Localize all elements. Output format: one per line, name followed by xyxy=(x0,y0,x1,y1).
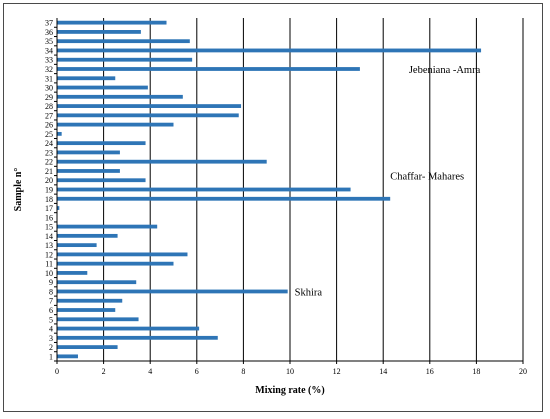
y-tick-label-25: 25 xyxy=(45,130,53,139)
bar-sample-32 xyxy=(57,67,360,71)
bar-sample-27 xyxy=(57,113,239,118)
x-tick-labels: 0 2 4 6 8 10 12 14 16 18 20 xyxy=(55,367,527,376)
y-tick-label-28: 28 xyxy=(45,102,53,111)
x-tick-label-16: 16 xyxy=(426,367,434,376)
x-tick-label-10: 10 xyxy=(286,367,294,376)
annotation-jebeniana-amra: Jebeniana -Amra xyxy=(409,65,481,76)
y-tick-label-13: 13 xyxy=(45,241,53,250)
bar-sample-18 xyxy=(57,196,391,201)
bar-sample-24 xyxy=(57,141,146,146)
y-tick-label-18: 18 xyxy=(45,195,53,204)
y-tick-label-29: 29 xyxy=(45,93,53,102)
bar-sample-23 xyxy=(57,150,120,155)
bar-sample-11 xyxy=(57,261,174,266)
bar-sample-28 xyxy=(57,104,242,108)
x-tick-label-12: 12 xyxy=(333,367,341,376)
y-tick-label-16: 16 xyxy=(45,213,53,222)
y-tick-label-27: 27 xyxy=(45,111,53,120)
y-tick-label-12: 12 xyxy=(45,250,53,259)
y-tick-label-7: 7 xyxy=(49,297,53,306)
x-tick-label-4: 4 xyxy=(148,367,152,376)
x-axis-title: Mixing rate (%) xyxy=(255,385,324,396)
y-tick-label-6: 6 xyxy=(49,306,53,315)
bar-sample-4 xyxy=(57,326,200,331)
y-tick-label-30: 30 xyxy=(45,84,53,93)
bar-sample-19 xyxy=(57,187,351,192)
bar-sample-6 xyxy=(57,308,116,312)
x-tick-label-0: 0 xyxy=(55,367,59,376)
y-tick-label-31: 31 xyxy=(45,74,53,83)
bar-sample-33 xyxy=(57,57,193,62)
y-tick-label-3: 3 xyxy=(49,334,53,343)
bar-sample-30 xyxy=(57,85,148,90)
bars xyxy=(57,20,482,359)
y-axis-title: Sample n° xyxy=(13,168,24,212)
y-tick-label-20: 20 xyxy=(45,176,53,185)
bar-sample-3 xyxy=(57,335,218,340)
bar-sample-10 xyxy=(57,271,88,275)
bar-sample-14 xyxy=(57,233,118,238)
x-tick-label-2: 2 xyxy=(102,367,106,376)
bar-sample-37 xyxy=(57,20,167,25)
bar-sample-1 xyxy=(57,354,78,359)
annotation-chaffar-mahares: Chaffar- Mahares xyxy=(390,172,464,183)
y-tick-label-21: 21 xyxy=(45,167,53,176)
chart-frame xyxy=(3,3,543,412)
y-tick-label-17: 17 xyxy=(45,204,53,213)
y-tick-label-4: 4 xyxy=(49,325,53,334)
y-tick-label-11: 11 xyxy=(45,260,53,269)
x-tick-label-6: 6 xyxy=(195,367,199,376)
bar-sample-29 xyxy=(57,94,183,99)
bar-sample-8 xyxy=(57,289,288,294)
bar-sample-21 xyxy=(57,169,120,173)
y-tick-label-33: 33 xyxy=(45,56,53,65)
bar-sample-26 xyxy=(57,122,174,127)
y-tick-label-22: 22 xyxy=(45,158,53,167)
bar-sample-12 xyxy=(57,252,188,257)
y-tick-label-24: 24 xyxy=(45,139,53,148)
bar-sample-9 xyxy=(57,280,137,285)
bar-sample-36 xyxy=(57,30,141,34)
bar-sample-7 xyxy=(57,298,123,303)
bar-sample-15 xyxy=(57,224,158,229)
bar-sample-25 xyxy=(57,131,62,136)
gridlines xyxy=(103,18,524,361)
y-tick-label-35: 35 xyxy=(45,37,53,46)
y-tick-label-32: 32 xyxy=(45,65,53,74)
y-tick-label-36: 36 xyxy=(45,28,53,37)
bar-sample-17 xyxy=(57,206,60,210)
axes xyxy=(54,18,524,364)
bar-sample-34 xyxy=(57,48,482,53)
y-tick-label-15: 15 xyxy=(45,223,53,232)
y-tick-label-34: 34 xyxy=(45,46,53,55)
bar-sample-5 xyxy=(57,317,139,322)
x-tick-label-18: 18 xyxy=(472,367,480,376)
x-tick-label-20: 20 xyxy=(519,367,527,376)
x-tick-label-14: 14 xyxy=(379,367,387,376)
y-tick-label-14: 14 xyxy=(45,232,53,241)
y-tick-label-5: 5 xyxy=(49,315,53,324)
annotation-skhira: Skhira xyxy=(295,287,323,298)
y-tick-label-10: 10 xyxy=(45,269,53,278)
y-tick-label-1: 1 xyxy=(49,352,53,361)
y-tick-label-26: 26 xyxy=(45,121,53,130)
y-tick-label-19: 19 xyxy=(45,186,53,195)
y-tick-label-8: 8 xyxy=(49,287,53,296)
bar-sample-2 xyxy=(57,345,118,349)
bar-sample-13 xyxy=(57,243,97,248)
y-tick-label-23: 23 xyxy=(45,148,53,157)
y-tick-label-9: 9 xyxy=(49,278,53,287)
y-tick-label-2: 2 xyxy=(49,343,53,352)
bar-sample-35 xyxy=(57,39,190,44)
x-tick-label-8: 8 xyxy=(241,367,245,376)
bar-sample-20 xyxy=(57,178,146,183)
y-tick-labels: 1234567891011121314151617181920212223242… xyxy=(45,19,53,362)
y-tick-label-37: 37 xyxy=(45,19,53,28)
bar-sample-22 xyxy=(57,159,267,164)
bar-sample-31 xyxy=(57,76,116,81)
